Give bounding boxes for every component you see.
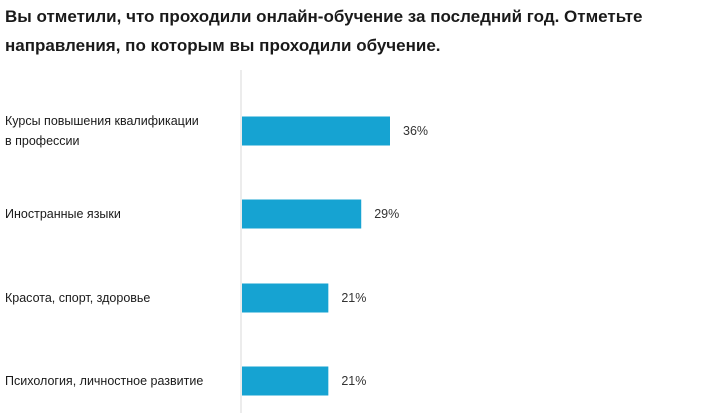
chart-title: Вы отметили, что проходили онлайн-обучен…	[5, 7, 643, 55]
category-label: Красота, спорт, здоровье	[5, 291, 150, 305]
bar	[242, 199, 362, 229]
bar-value-label: 29%	[374, 207, 399, 221]
category-label: Иностранные языки	[5, 207, 121, 221]
bar-value-label: 21%	[341, 291, 366, 305]
category-label: в профессии	[5, 134, 80, 148]
bar	[242, 116, 390, 146]
bar	[242, 366, 329, 396]
bar-value-label: 36%	[403, 124, 428, 138]
category-label: Психология, личностное развитие	[5, 374, 203, 388]
bar-value-label: 21%	[341, 374, 366, 388]
bars-layer: 36% Курсы повышения квалификации в професс…	[5, 114, 428, 396]
category-label: Курсы повышения квалификации	[5, 114, 199, 128]
bar	[242, 283, 329, 313]
